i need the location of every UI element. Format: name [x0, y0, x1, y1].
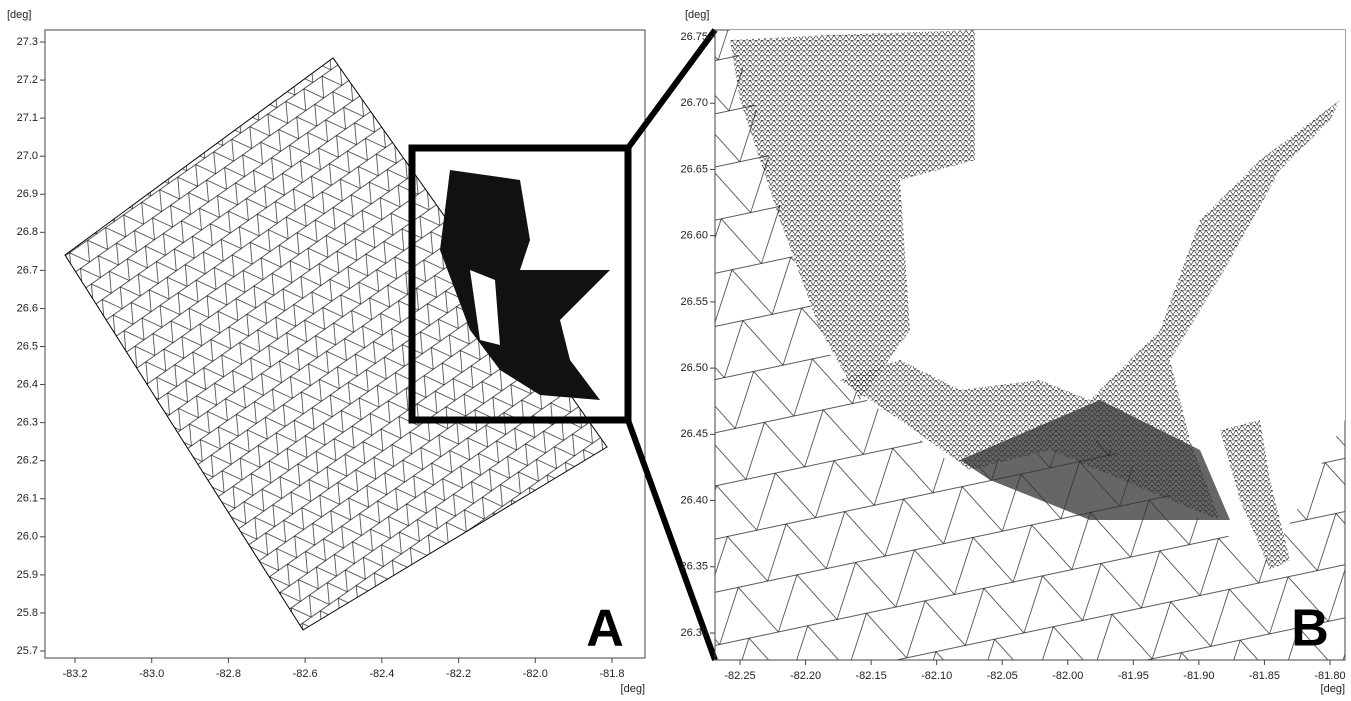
zoom-line: [625, 28, 718, 150]
y-unit: [deg]: [7, 9, 31, 21]
y-tick-label: 26.60: [680, 230, 708, 242]
x-tick-label: -82.00: [1052, 670, 1083, 682]
bay-mesh: [730, 30, 975, 400]
x-tick-label: -81.90: [1183, 670, 1214, 682]
y-tick-label: 26.35: [680, 561, 708, 573]
y-tick-label: 26.65: [680, 163, 708, 175]
y-unit: [deg]: [685, 9, 709, 21]
y-tick-label: 26.9: [17, 188, 38, 200]
y-tick-label: 26.6: [17, 302, 38, 314]
y-tick-label: 26.1: [17, 493, 38, 505]
land: [470, 270, 500, 345]
x-tick-label: -82.25: [724, 670, 755, 682]
x-tick-label: -81.8: [599, 668, 624, 680]
x-tick-label: -83.0: [139, 668, 164, 680]
x-tick-label: -82.8: [216, 668, 241, 680]
y-tick-label: 26.45: [680, 428, 708, 440]
y-tick-label: 26.0: [17, 531, 38, 543]
x-unit: [deg]: [621, 683, 645, 695]
y-tick-label: 25.9: [17, 569, 38, 581]
x-tick-label: -81.95: [1118, 670, 1149, 682]
x-tick-label: -83.2: [62, 668, 87, 680]
estuary-mesh: [840, 100, 1340, 520]
y-tick-label: 26.50: [680, 362, 708, 374]
panel-label: A: [586, 600, 624, 658]
y-tick-label: 27.2: [17, 74, 38, 86]
y-tick-label: 27.0: [17, 150, 38, 162]
x-tick-label: -82.20: [790, 670, 821, 682]
x-tick-label: -82.15: [856, 670, 887, 682]
estuary-mesh: [440, 170, 610, 400]
y-tick-label: 26.7: [17, 264, 38, 276]
x-tick-label: -82.4: [369, 668, 394, 680]
y-tick-label: 26.55: [680, 296, 708, 308]
y-tick-label: 26.75: [680, 31, 708, 43]
x-unit: [deg]: [1321, 683, 1345, 695]
x-tick-label: -82.0: [523, 668, 548, 680]
x-tick-label: -81.80: [1314, 670, 1345, 682]
dense-mesh: [960, 400, 1230, 520]
x-tick-label: -82.10: [921, 670, 952, 682]
y-tick-label: 26.8: [17, 226, 38, 238]
y-tick-label: 26.5: [17, 340, 38, 352]
x-tick-label: -81.85: [1249, 670, 1280, 682]
y-tick-label: 26.4: [17, 378, 38, 390]
y-tick-label: 26.70: [680, 97, 708, 109]
y-tick-label: 27.1: [17, 112, 38, 124]
x-tick-label: -82.6: [293, 668, 318, 680]
y-tick-label: 26.40: [680, 494, 708, 506]
zoom-line: [625, 418, 718, 662]
y-tick-label: 26.3: [17, 417, 38, 429]
panel-label: B: [1291, 600, 1329, 658]
y-tick-label: 25.7: [17, 645, 38, 657]
x-tick-label: -82.05: [987, 670, 1018, 682]
mesh-domain: [64, 57, 608, 631]
y-tick-label: 26.2: [17, 455, 38, 467]
estuary-mesh: [1220, 420, 1290, 570]
y-tick-label: 27.3: [17, 36, 38, 48]
y-tick-label: 25.8: [17, 607, 38, 619]
x-tick-label: -82.2: [446, 668, 471, 680]
zoom-box: [408, 144, 632, 424]
y-tick-label: 26.30: [680, 627, 708, 639]
